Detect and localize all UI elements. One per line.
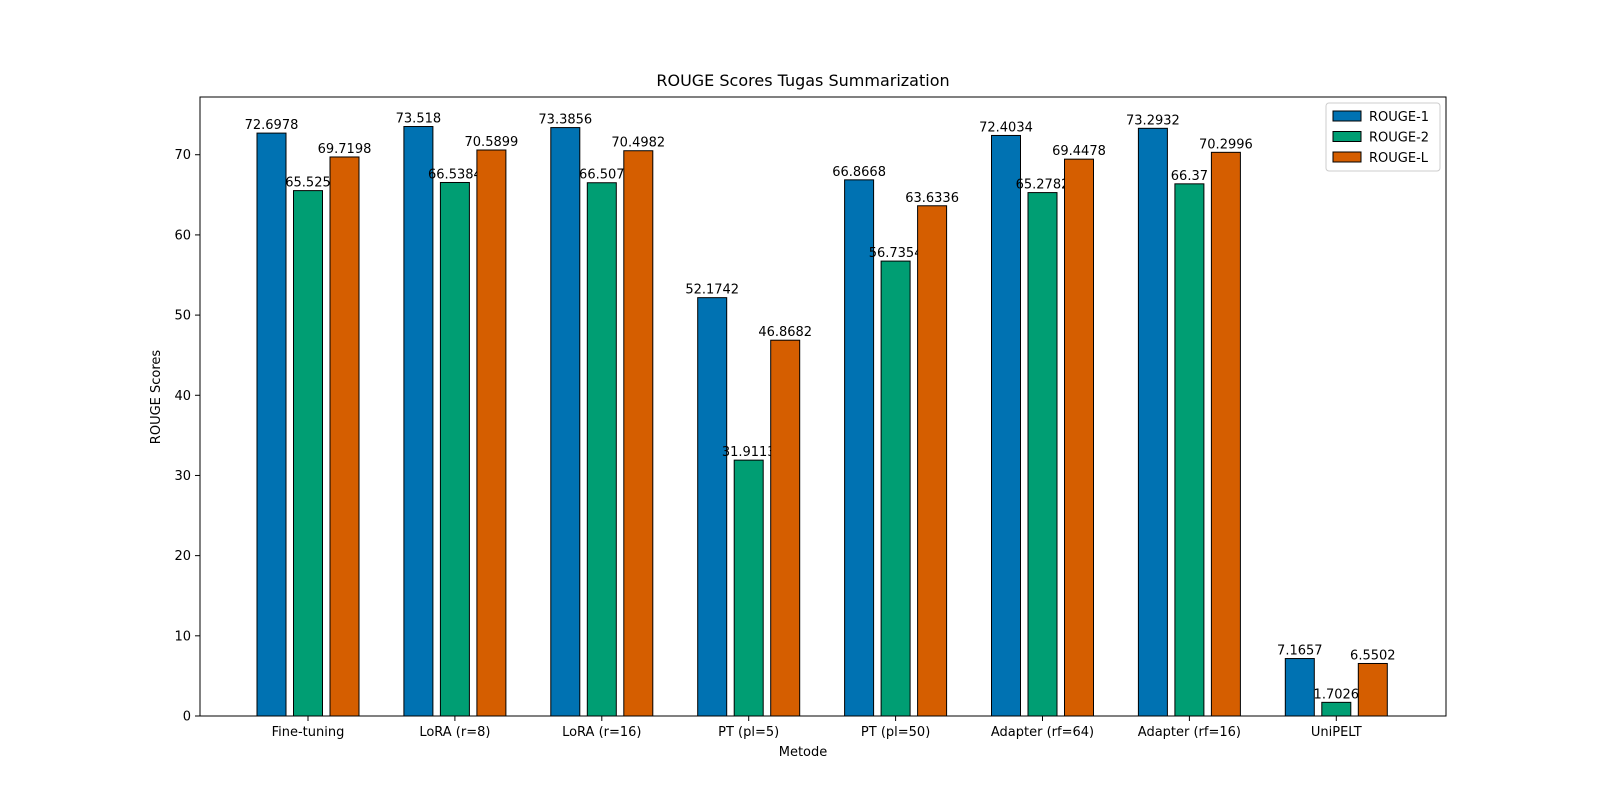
data-label: 70.4982 (611, 136, 665, 151)
data-label: 7.1657 (1277, 644, 1323, 659)
data-label: 72.6978 (245, 118, 299, 133)
data-label: 65.2782 (1016, 178, 1070, 193)
x-tick-label: UniPELT (1311, 725, 1362, 740)
x-tick-label: Fine-tuning (272, 725, 345, 740)
data-label: 66.507 (579, 168, 625, 183)
legend: ROUGE-1 ROUGE-2 ROUGE-L (1325, 102, 1441, 172)
y-tick-label: 20 (174, 549, 191, 564)
bar (733, 459, 764, 717)
y-tick-label: 30 (174, 469, 191, 484)
data-label: 66.5384 (428, 167, 482, 182)
y-tick-label: 0 (183, 710, 191, 725)
bar (1284, 658, 1315, 717)
x-tick-label: PT (pl=5) (718, 725, 779, 740)
x-axis-label: Metode (779, 745, 828, 760)
bar (293, 190, 323, 717)
bar (1174, 183, 1205, 717)
bar (1357, 662, 1388, 717)
bar (439, 181, 470, 717)
bar (1137, 127, 1168, 717)
data-label: 73.2932 (1126, 113, 1180, 128)
bar (770, 339, 801, 717)
x-tick-label: LoRA (r=8) (419, 725, 490, 740)
legend-label: ROUGE-2 (1369, 131, 1429, 146)
data-label: 66.8668 (832, 165, 886, 180)
legend-label: ROUGE-L (1369, 151, 1429, 166)
bar (623, 150, 654, 717)
legend-label: ROUGE-1 (1369, 110, 1429, 125)
bar (1027, 192, 1058, 717)
data-label: 73.518 (396, 112, 442, 127)
y-tick-label: 50 (174, 309, 191, 324)
data-label: 31.9113 (722, 445, 776, 460)
bar (1210, 151, 1241, 717)
data-label: 66.37 (1171, 169, 1208, 184)
data-label: 69.7198 (318, 142, 372, 157)
data-label: 56.7354 (869, 246, 923, 261)
bar (844, 179, 875, 717)
y-tick-label: 40 (174, 389, 191, 404)
legend-swatch (1332, 131, 1362, 142)
plot-area: 0 10 20 30 40 50 60 70 Fine-tuning 72.6978 65.525 6… (174, 96, 1447, 740)
legend-swatch (1332, 151, 1362, 163)
y-tick-label: 60 (174, 228, 191, 243)
x-tick-label: Adapter (rf=64) (991, 725, 1094, 740)
bar (586, 182, 617, 717)
data-label: 65.525 (285, 176, 331, 191)
data-label: 52.1742 (685, 283, 739, 298)
x-tick-label: Adapter (rf=16) (1138, 725, 1241, 740)
bar (476, 149, 507, 717)
data-label: 70.5899 (465, 135, 519, 150)
data-label: 6.5502 (1350, 648, 1396, 663)
bar (991, 134, 1021, 717)
bar (550, 127, 581, 717)
bar (1321, 701, 1352, 717)
data-label: 1.7026 (1314, 687, 1360, 702)
bar (697, 297, 728, 717)
data-label: 46.8682 (758, 325, 812, 340)
data-label: 73.3856 (538, 113, 592, 128)
data-label: 63.6336 (905, 191, 959, 206)
chart-title: ROUGE Scores Tugas Summarization (656, 71, 949, 90)
bar (256, 132, 287, 717)
y-tick-label: 70 (174, 148, 191, 163)
bar (880, 260, 911, 717)
data-label: 70.2996 (1199, 137, 1253, 152)
plot-frame (199, 96, 1447, 717)
bar (917, 205, 948, 717)
x-tick-label: LoRA (r=16) (562, 725, 641, 740)
bar (1064, 158, 1094, 717)
data-label: 72.4034 (979, 120, 1033, 135)
y-tick-label: 10 (174, 629, 191, 644)
x-tick-label: PT (pl=50) (861, 725, 930, 740)
y-axis-label: ROUGE Scores (149, 350, 164, 445)
legend-swatch (1332, 110, 1362, 122)
data-label: 69.4478 (1052, 144, 1106, 159)
bar (403, 126, 434, 717)
bar (329, 156, 360, 717)
